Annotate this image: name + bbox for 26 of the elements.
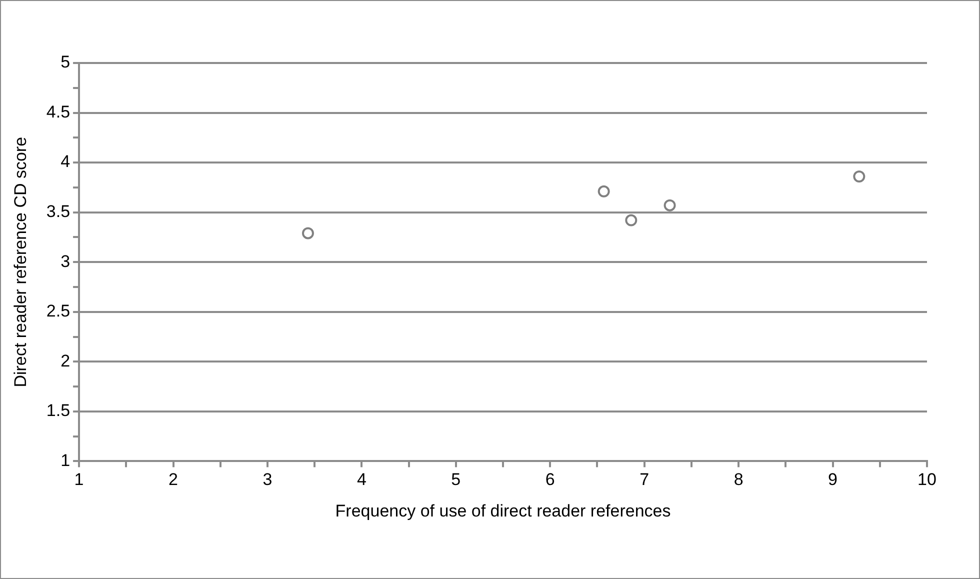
x-axis-title: Frequency of use of direct reader references xyxy=(335,501,671,520)
point xyxy=(853,170,866,182)
x-tick-label: 9 xyxy=(828,470,838,490)
x-tick-label: 1 xyxy=(74,470,84,490)
point xyxy=(664,199,676,212)
y-tick-label: 1 xyxy=(60,450,70,470)
y-tick-label: 5 xyxy=(60,52,70,72)
y-tick-label: 4 xyxy=(60,152,70,172)
x-tick-label: 5 xyxy=(451,470,461,490)
x-tick-label: 2 xyxy=(168,470,178,490)
x-tick-label: 4 xyxy=(356,470,366,490)
x-tick-label: 8 xyxy=(734,470,744,490)
y-axis-title: Direct reader reference CD score xyxy=(10,136,30,388)
x-tick-label: 6 xyxy=(545,470,555,490)
point xyxy=(598,185,610,198)
x-tick-label: 10 xyxy=(918,470,936,490)
y-tick-label: 2 xyxy=(60,351,70,370)
point xyxy=(302,227,314,240)
y-tick-label: 1.5 xyxy=(46,401,70,420)
y-tick-label: 3.5 xyxy=(46,202,70,222)
y-tick-label: 2.5 xyxy=(46,302,70,321)
x-tick-label: 7 xyxy=(640,470,650,490)
x-tick-label: 3 xyxy=(262,470,272,490)
point xyxy=(625,214,638,226)
y-tick-label: 4.5 xyxy=(46,102,70,122)
y-tick-label: 3 xyxy=(60,252,70,271)
